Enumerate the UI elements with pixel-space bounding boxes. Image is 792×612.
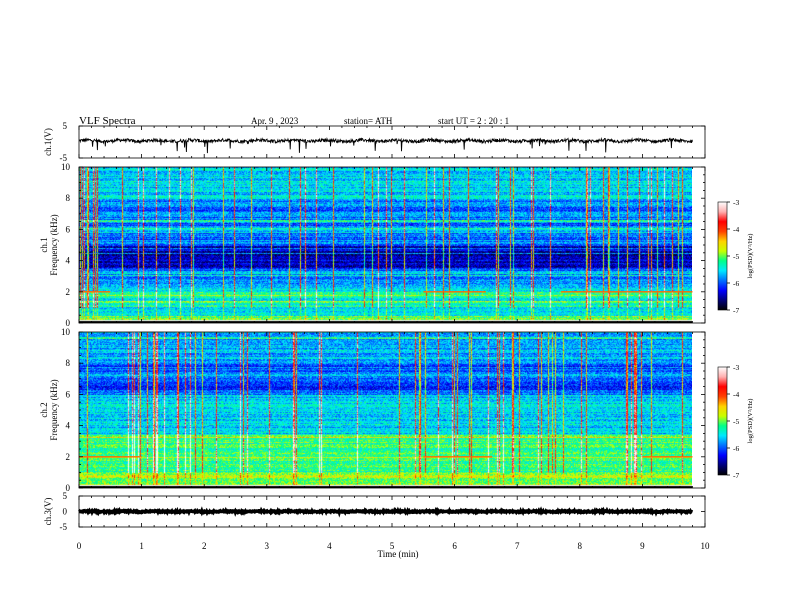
x-tick-label: 6	[452, 541, 457, 551]
x-tick-label: 3	[265, 541, 270, 551]
ch1-waveform-panel: 5 -5 ch.1(V)	[43, 121, 706, 163]
figure-title: VLF Spectra	[79, 115, 136, 127]
ch2-spectrogram-panel: 0 2 4 6 8 10 ch.2 Frequency (kHz)	[39, 327, 706, 493]
y-tick-label: 0	[66, 483, 71, 493]
start-ut-label: start UT = 2 : 20 : 1	[438, 116, 509, 126]
y-axis-label: ch.2	[39, 402, 49, 417]
y-tick-label: 6	[66, 389, 71, 399]
y-tick-label: 8	[66, 358, 71, 368]
x-tick-label: 4	[327, 541, 332, 551]
x-axis-label: Time (min)	[378, 549, 419, 559]
colorbar-tick-label: -6	[733, 444, 739, 453]
colorbar-tick-label: -4	[733, 390, 739, 399]
y-tick-label: 5	[63, 121, 68, 131]
y-tick-label: 5	[63, 491, 68, 501]
y-tick-label: 2	[66, 452, 71, 462]
colorbar-label: log(PSD)(V²/Hz)	[747, 399, 754, 444]
colorbar-tick-label: -5	[733, 252, 739, 261]
colorbar-tick-label: -4	[733, 225, 739, 234]
x-tick-label: 8	[578, 541, 583, 551]
y-tick-label: -5	[60, 153, 68, 163]
ch1-colorbar: -3 -4 -5 -6 -7 log(PSD)(V²/Hz)	[717, 198, 754, 315]
y-tick-label: 4	[66, 256, 71, 266]
y-tick-label: 10	[61, 162, 71, 172]
ch2-spectrogram-image	[79, 332, 692, 488]
y-tick-label: 4	[66, 421, 71, 431]
y-axis-label: ch.1(V)	[43, 128, 53, 156]
colorbar-tick-label: -3	[733, 363, 739, 372]
colorbar-tick-label: -3	[733, 198, 739, 207]
y-axis-label: Frequency (kHz)	[49, 214, 59, 275]
x-tick-label: 10	[701, 541, 711, 551]
x-tick-label: 5	[390, 541, 395, 551]
x-tick-label: 7	[515, 541, 520, 551]
y-tick-label: 0	[63, 507, 68, 517]
ch1-spectrogram-image	[79, 167, 692, 323]
colorbar-gradient	[717, 201, 728, 311]
ch1-waveform-trace	[79, 137, 693, 154]
y-tick-label: 6	[66, 224, 71, 234]
ch3-waveform-trace	[78, 506, 694, 518]
date-label: Apr. 9 , 2023	[251, 116, 299, 126]
x-tick-label: 2	[202, 541, 207, 551]
colorbar-tick-label: -7	[733, 471, 739, 480]
x-tick-label: 0	[77, 541, 82, 551]
y-tick-label: 8	[66, 193, 71, 203]
x-tick-label: 9	[640, 541, 645, 551]
y-tick-label: 0	[66, 318, 71, 328]
colorbar-gradient	[717, 366, 728, 476]
ch2-colorbar: -3 -4 -5 -6 -7 log(PSD)(V²/Hz)	[717, 363, 754, 480]
y-tick-label: 2	[66, 287, 71, 297]
colorbar-tick-label: -5	[733, 417, 739, 426]
colorbar-tick-label: -7	[733, 306, 739, 315]
time-axis: 0 1 2 3 4 5 6 7 8 9 10	[77, 541, 710, 551]
y-axis-label: ch.3(V)	[43, 498, 53, 526]
y-tick-label: -5	[60, 522, 68, 532]
y-tick-label: 10	[61, 327, 71, 337]
y-axis-label: ch.1	[39, 237, 49, 252]
ch3-waveform-panel: 5 0 -5 ch.3(V)	[43, 491, 706, 532]
ch1-spectrogram-panel: 0 2 4 6 8 10 ch.1 Frequency (kHz)	[39, 162, 706, 328]
colorbar-tick-label: -6	[733, 279, 739, 288]
station-label: station= ATH	[344, 116, 393, 126]
colorbar-label: log(PSD)(V²/Hz)	[747, 234, 754, 279]
x-tick-label: 1	[139, 541, 144, 551]
y-axis-label: Frequency (kHz)	[49, 379, 59, 440]
